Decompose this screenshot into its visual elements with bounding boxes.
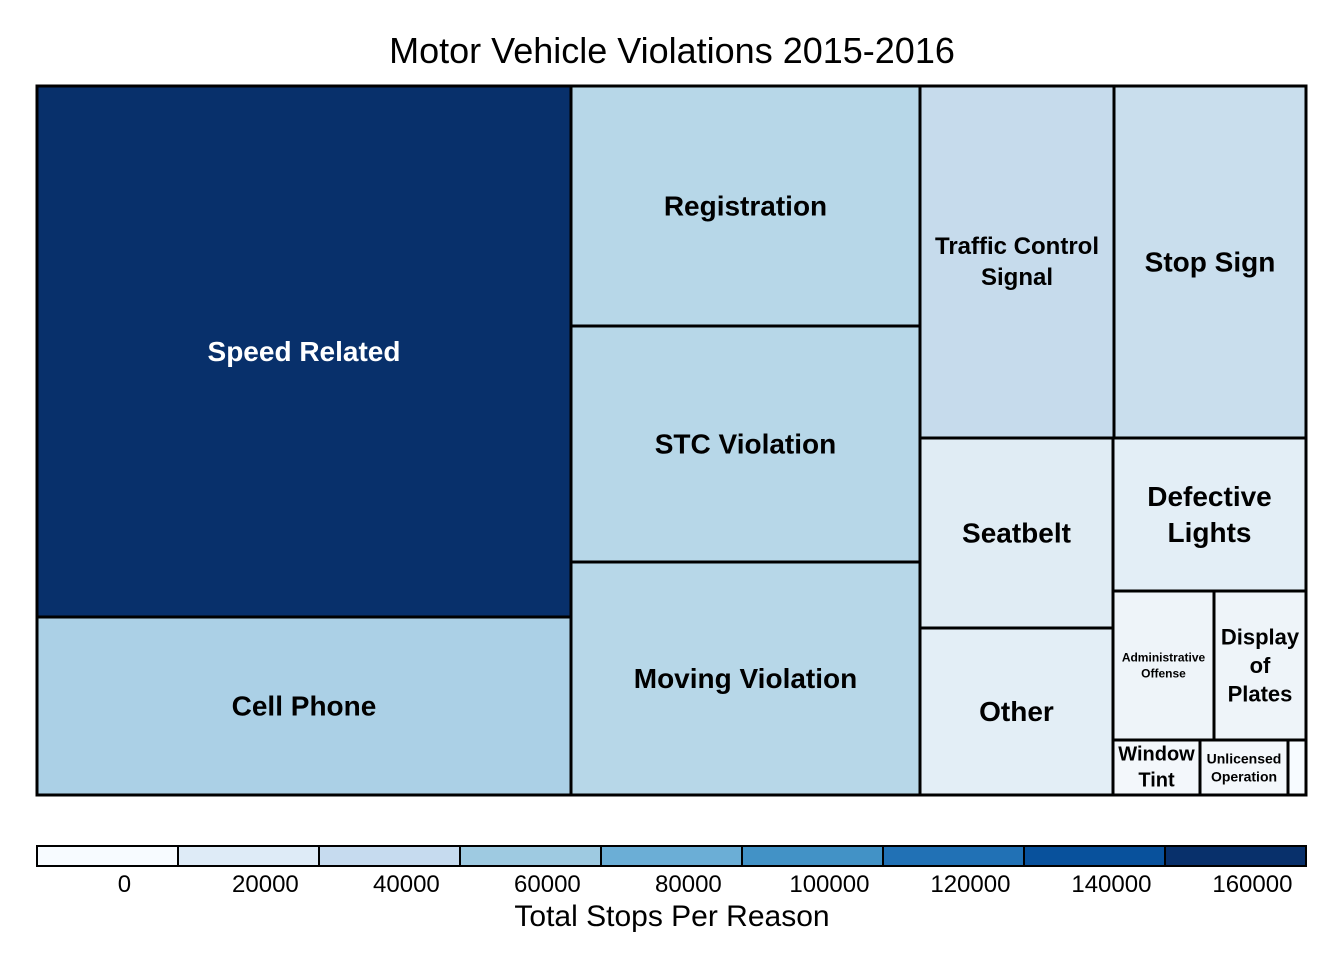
tile-moving-violation: Moving Violation <box>569 560 922 797</box>
tile-label-moving-violation: Moving Violation <box>634 663 857 694</box>
tile-rect-cell-phone <box>35 615 573 797</box>
tile-label-defective-lights-0: Defective <box>1147 481 1272 512</box>
legend-tick-140000: 140000 <box>1071 871 1151 898</box>
legend-swatch-4 <box>600 845 743 867</box>
tile-rect-display-of-plates <box>1212 589 1308 742</box>
tile-unlabeled <box>1286 738 1308 797</box>
legend-tick-0: 0 <box>118 871 131 898</box>
tile-label-stop-sign: Stop Sign <box>1145 247 1276 278</box>
tile-label-unlicensed-operation-0: Unlicensed <box>1207 750 1282 766</box>
legend-tick-100000: 100000 <box>789 871 869 898</box>
tile-rect-traffic-control-signal <box>918 84 1116 440</box>
tile-label-traffic-control-signal-1: Signal <box>981 264 1053 291</box>
tile-label-stc-violation: STC Violation <box>655 429 837 460</box>
tile-label-speed-related: Speed Related <box>208 336 401 367</box>
tile-label-window-tint-0: Window <box>1118 744 1195 766</box>
legend-swatch-6 <box>882 845 1025 867</box>
tile-registration: Registration <box>569 84 922 328</box>
tile-defective-lights: Defective Lights <box>1111 436 1308 593</box>
legend-tick-80000: 80000 <box>655 871 722 898</box>
legend-tick-60000: 60000 <box>514 871 581 898</box>
legend-swatch-7 <box>1023 845 1166 867</box>
tile-seatbelt: Seatbelt <box>918 436 1115 630</box>
tile-label-window-tint-1: Tint <box>1138 770 1175 792</box>
legend-tick-20000: 20000 <box>232 871 299 898</box>
tile-label-cell-phone: Cell Phone <box>232 691 377 722</box>
tile-label-unlicensed-operation-1: Operation <box>1211 769 1277 785</box>
tile-label-traffic-control-signal-0: Traffic Control <box>935 233 1099 260</box>
tile-rect-speed-related <box>35 84 573 619</box>
color-legend: 0 20000 40000 60000 80000 100000 120000 140000 1… <box>36 845 1307 898</box>
legend-tick-160000: 160000 <box>1212 871 1292 898</box>
tile-label-other: Other <box>979 696 1054 727</box>
tile-cell-phone: Cell Phone <box>35 615 573 797</box>
legend-swatch-5 <box>741 845 884 867</box>
tile-rect-unlabeled <box>1286 738 1308 797</box>
tile-label-registration: Registration <box>664 191 827 222</box>
legend-title: Total Stops Per Reason <box>514 900 830 933</box>
tile-traffic-control-signal: Traffic Control Signal <box>918 84 1116 440</box>
tile-unlicensed-operation: Unlicensed Operation <box>1198 738 1290 797</box>
legend-tick-40000: 40000 <box>373 871 440 898</box>
tile-label-display-of-plates-0: Display <box>1221 624 1300 649</box>
tile-rect-unlicensed-operation <box>1198 738 1290 797</box>
tile-stop-sign: Stop Sign <box>1112 84 1308 440</box>
legend-swatch-0 <box>36 845 179 867</box>
tile-stc-violation: STC Violation <box>569 324 922 564</box>
tile-label-defective-lights-1: Lights <box>1168 517 1252 548</box>
tile-label-seatbelt: Seatbelt <box>962 518 1071 549</box>
tile-label-administrative-offense-0: Administrative <box>1122 651 1206 665</box>
tile-rect-registration <box>569 84 922 328</box>
tile-other: Other <box>918 626 1115 797</box>
tile-rect-seatbelt <box>918 436 1115 630</box>
tile-rect-moving-violation <box>569 560 922 797</box>
tile-label-display-of-plates-2: Plates <box>1228 682 1293 707</box>
tile-display-of-plates: Display of Plates <box>1212 589 1308 742</box>
legend-swatch-1 <box>177 845 320 867</box>
tile-rect-other <box>918 626 1115 797</box>
legend-swatch-8 <box>1164 845 1307 867</box>
tile-speed-related: Speed Related <box>35 84 573 619</box>
tile-rect-window-tint <box>1111 738 1202 797</box>
tile-rect-defective-lights <box>1111 436 1308 593</box>
legend-swatch-2 <box>318 845 461 867</box>
tile-label-administrative-offense-1: Offense <box>1141 666 1186 680</box>
tile-label-display-of-plates-1: of <box>1250 653 1271 678</box>
chart-title: Motor Vehicle Violations 2015-2016 <box>389 30 955 71</box>
legend-tick-120000: 120000 <box>930 871 1010 898</box>
tile-rect-administrative-offense <box>1111 589 1216 742</box>
legend-swatch-3 <box>459 845 602 867</box>
tile-window-tint: Window Tint <box>1111 738 1202 797</box>
tile-rect-stc-violation <box>569 324 922 564</box>
